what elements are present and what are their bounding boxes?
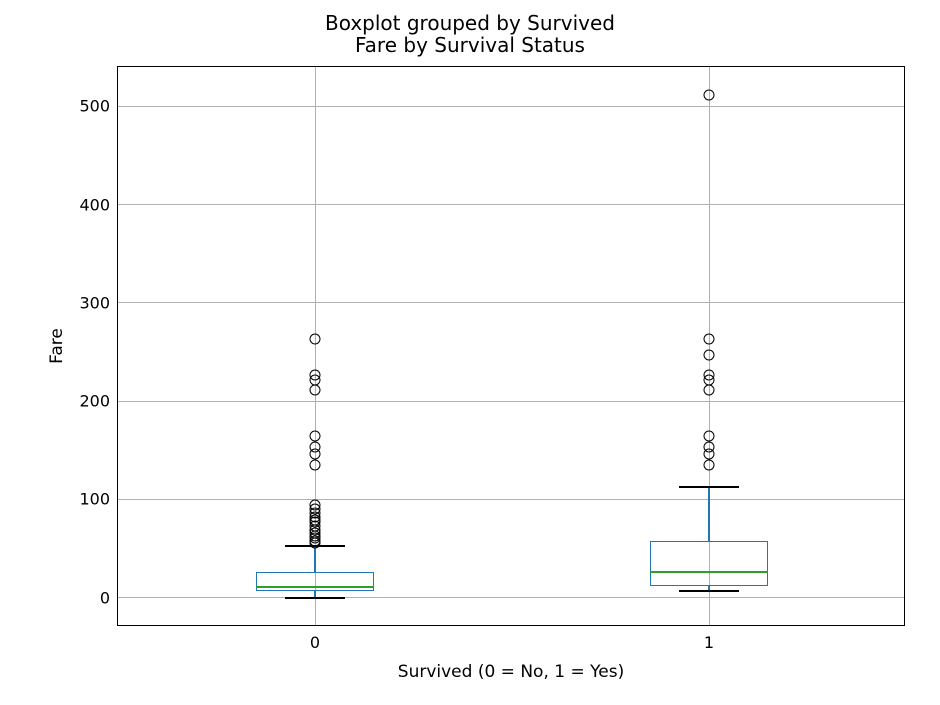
y-tick-label: 500 <box>79 97 118 116</box>
chart-title-line2: Fare by Survival Status <box>0 34 940 56</box>
outlier-marker <box>704 369 715 380</box>
outlier-marker <box>310 369 321 380</box>
outlier-marker <box>310 459 321 470</box>
outlier-marker <box>704 385 715 396</box>
y-tick-label: 0 <box>100 588 118 607</box>
whisker-upper <box>314 546 316 572</box>
gridline-y <box>118 302 904 303</box>
plot-area: 010020030040050001 <box>117 66 905 626</box>
outlier-marker <box>310 442 321 453</box>
outlier-marker <box>704 349 715 360</box>
gridline-y <box>118 401 904 402</box>
x-tick-label: 0 <box>310 625 320 652</box>
outlier-marker <box>704 459 715 470</box>
outlier-marker <box>704 442 715 453</box>
gridline-y <box>118 204 904 205</box>
y-axis-label: Fare <box>47 328 67 364</box>
figure: Boxplot grouped by Survived Fare by Surv… <box>0 0 940 705</box>
box <box>256 572 374 591</box>
outlier-marker <box>704 89 715 100</box>
outlier-marker <box>704 334 715 345</box>
outlier-marker <box>310 334 321 345</box>
gridline-y <box>118 597 904 598</box>
median-line <box>650 571 768 573</box>
cap-upper <box>679 486 738 488</box>
outlier-marker <box>310 385 321 396</box>
chart-title: Boxplot grouped by Survived Fare by Surv… <box>0 12 940 56</box>
gridline-y <box>118 106 904 107</box>
x-tick-label: 1 <box>704 625 714 652</box>
outlier-marker <box>704 431 715 442</box>
whisker-upper <box>708 487 710 540</box>
y-tick-label: 100 <box>79 490 118 509</box>
cap-lower <box>679 590 738 592</box>
y-tick-label: 400 <box>79 195 118 214</box>
median-line <box>256 586 374 588</box>
gridline-y <box>118 499 904 500</box>
box <box>650 541 768 586</box>
y-tick-label: 200 <box>79 392 118 411</box>
cap-lower <box>285 597 344 599</box>
outlier-marker <box>310 500 321 511</box>
y-tick-label: 300 <box>79 293 118 312</box>
chart-title-line1: Boxplot grouped by Survived <box>0 12 940 34</box>
x-axis-label: Survived (0 = No, 1 = Yes) <box>117 662 905 682</box>
outlier-marker <box>310 431 321 442</box>
